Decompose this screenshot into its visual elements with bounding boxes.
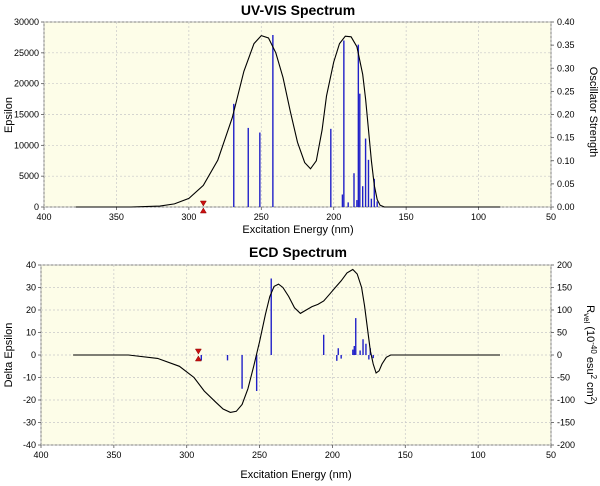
ecd-y-tick-label: 20 <box>26 305 36 315</box>
ecd-x-tick-label: 250 <box>252 450 267 460</box>
ecd-x-tick-label: 100 <box>471 450 486 460</box>
ecd-delta-epsilon-curve <box>73 268 500 413</box>
uv-y2-tick-label: 0.20 <box>557 110 575 120</box>
uv-y-tick-label: 10000 <box>14 140 39 150</box>
uv-vis-y-ticks: 0 5000 10000 15000 20000 25000 30000 <box>14 17 44 212</box>
uv-y2-tick-label: 0.00 <box>557 202 575 212</box>
uv-x-tick-label: 150 <box>399 212 414 222</box>
ecd-x-axis-label: Excitation Energy (nm) <box>240 469 351 481</box>
ecd-marker <box>194 348 202 362</box>
uv-y-tick-label: 30000 <box>14 17 39 27</box>
ecd-y-tick-label: 40 <box>26 260 36 270</box>
ecd-y2-label-close: ) <box>584 401 596 405</box>
ecd-y2-tick-label: -150 <box>557 418 575 428</box>
ecd-y2-label-unit2: cm <box>584 382 596 397</box>
uv-vis-x-axis-label: Excitation Energy (nm) <box>242 224 353 236</box>
ecd-x-ticks: 400 350 300 250 200 150 100 50 <box>33 445 556 460</box>
ecd-y2-tick-label: 100 <box>557 305 572 315</box>
uv-x-tick-label: 50 <box>546 212 556 222</box>
ecd-y-axis-label: Delta Epsilon <box>3 323 15 388</box>
uv-vis-y2-ticks: 0.00 0.05 0.10 0.15 0.20 0.25 0.30 0.35 0.40 <box>551 17 575 212</box>
ecd-y-tick-label: -20 <box>23 395 36 405</box>
ecd-y2-label-r: R <box>584 305 596 313</box>
ecd-title: ECD Spectrum <box>249 244 347 260</box>
uv-vis-y-axis-label: Epsilon <box>3 97 15 133</box>
ecd-y-tick-label: 30 <box>26 283 36 293</box>
uv-vis-x-ticks: 400 350 300 250 200 150 100 50 <box>36 207 556 222</box>
ecd-y2-label-rest: (10 <box>584 326 596 342</box>
uv-y-tick-label: 15000 <box>14 110 39 120</box>
ecd-y2-tick-label: -100 <box>557 395 575 405</box>
uv-y2-tick-label: 0.35 <box>557 40 575 50</box>
uv-y2-tick-label: 0.10 <box>557 156 575 166</box>
uv-y2-tick-label: 0.05 <box>557 179 575 189</box>
ecd-x-tick-label: 50 <box>546 450 556 460</box>
uv-x-tick-label: 300 <box>181 212 196 222</box>
uv-excitation-marker <box>199 200 207 214</box>
uv-y-tick-label: 20000 <box>14 79 39 89</box>
uv-vis-title: UV-VIS Spectrum <box>241 2 355 18</box>
uv-vis-y2-axis-label: Oscillator Strength <box>587 67 599 157</box>
ecd-y-ticks: 40 30 20 10 0 -10 -20 -30 -40 <box>23 260 41 450</box>
ecd-y2-tick-label: 50 <box>557 328 567 338</box>
ecd-y2-label-exp2: 2 <box>589 375 598 380</box>
ecd-y2-label-exp3: 2 <box>589 397 598 402</box>
ecd-y2-tick-label: -50 <box>557 373 570 383</box>
ecd-y2-axis-label: Rvel(10-40esu2cm2) <box>582 305 598 405</box>
uv-y-tick-label: 5000 <box>19 171 39 181</box>
ecd-y-tick-label: -10 <box>23 373 36 383</box>
ecd-x-tick-label: 150 <box>398 450 413 460</box>
ecd-y2-label-exp: -40 <box>589 342 598 354</box>
uv-vis-epsilon-curve <box>75 34 501 208</box>
ecd-y2-label-sub: vel <box>582 313 591 323</box>
uv-y2-tick-label: 0.30 <box>557 63 575 73</box>
ecd-y2-ticks: 200 150 100 50 0 -50 -100 -150 -200 <box>551 260 575 450</box>
uv-vis-oscillator-sticks <box>233 34 378 207</box>
ecd-x-tick-label: 300 <box>179 450 194 460</box>
uv-x-tick-label: 100 <box>471 212 486 222</box>
ecd-y2-label-unit: esu <box>584 357 596 375</box>
uv-vis-marker <box>199 200 207 214</box>
uv-y2-tick-label: 0.25 <box>557 86 575 96</box>
ecd-y2-tick-label: 200 <box>557 260 572 270</box>
ecd-y2-tick-label: -200 <box>557 440 575 450</box>
ecd-y2-tick-label: 150 <box>557 283 572 293</box>
ecd-y-tick-label: 0 <box>31 350 36 360</box>
uv-x-tick-label: 400 <box>36 212 51 222</box>
ecd-y-tick-label: -30 <box>23 418 36 428</box>
ecd-x-tick-label: 200 <box>325 450 340 460</box>
ecd-rotatory-strength-sticks <box>200 278 374 391</box>
uv-x-tick-label: 200 <box>326 212 341 222</box>
uv-x-tick-label: 250 <box>254 212 269 222</box>
ecd-y-tick-label: -40 <box>23 440 36 450</box>
ecd-y-tick-label: 10 <box>26 328 36 338</box>
ecd-y2-tick-label: 0 <box>557 350 562 360</box>
uv-x-tick-label: 350 <box>109 212 124 222</box>
uv-y2-tick-label: 0.40 <box>557 17 575 27</box>
uv-y2-tick-label: 0.15 <box>557 133 575 143</box>
uv-y-tick-label: 0 <box>34 202 39 212</box>
uv-y-tick-label: 25000 <box>14 48 39 58</box>
ecd-excitation-marker <box>194 348 202 362</box>
ecd-x-tick-label: 400 <box>33 450 48 460</box>
ecd-x-tick-label: 350 <box>106 450 121 460</box>
